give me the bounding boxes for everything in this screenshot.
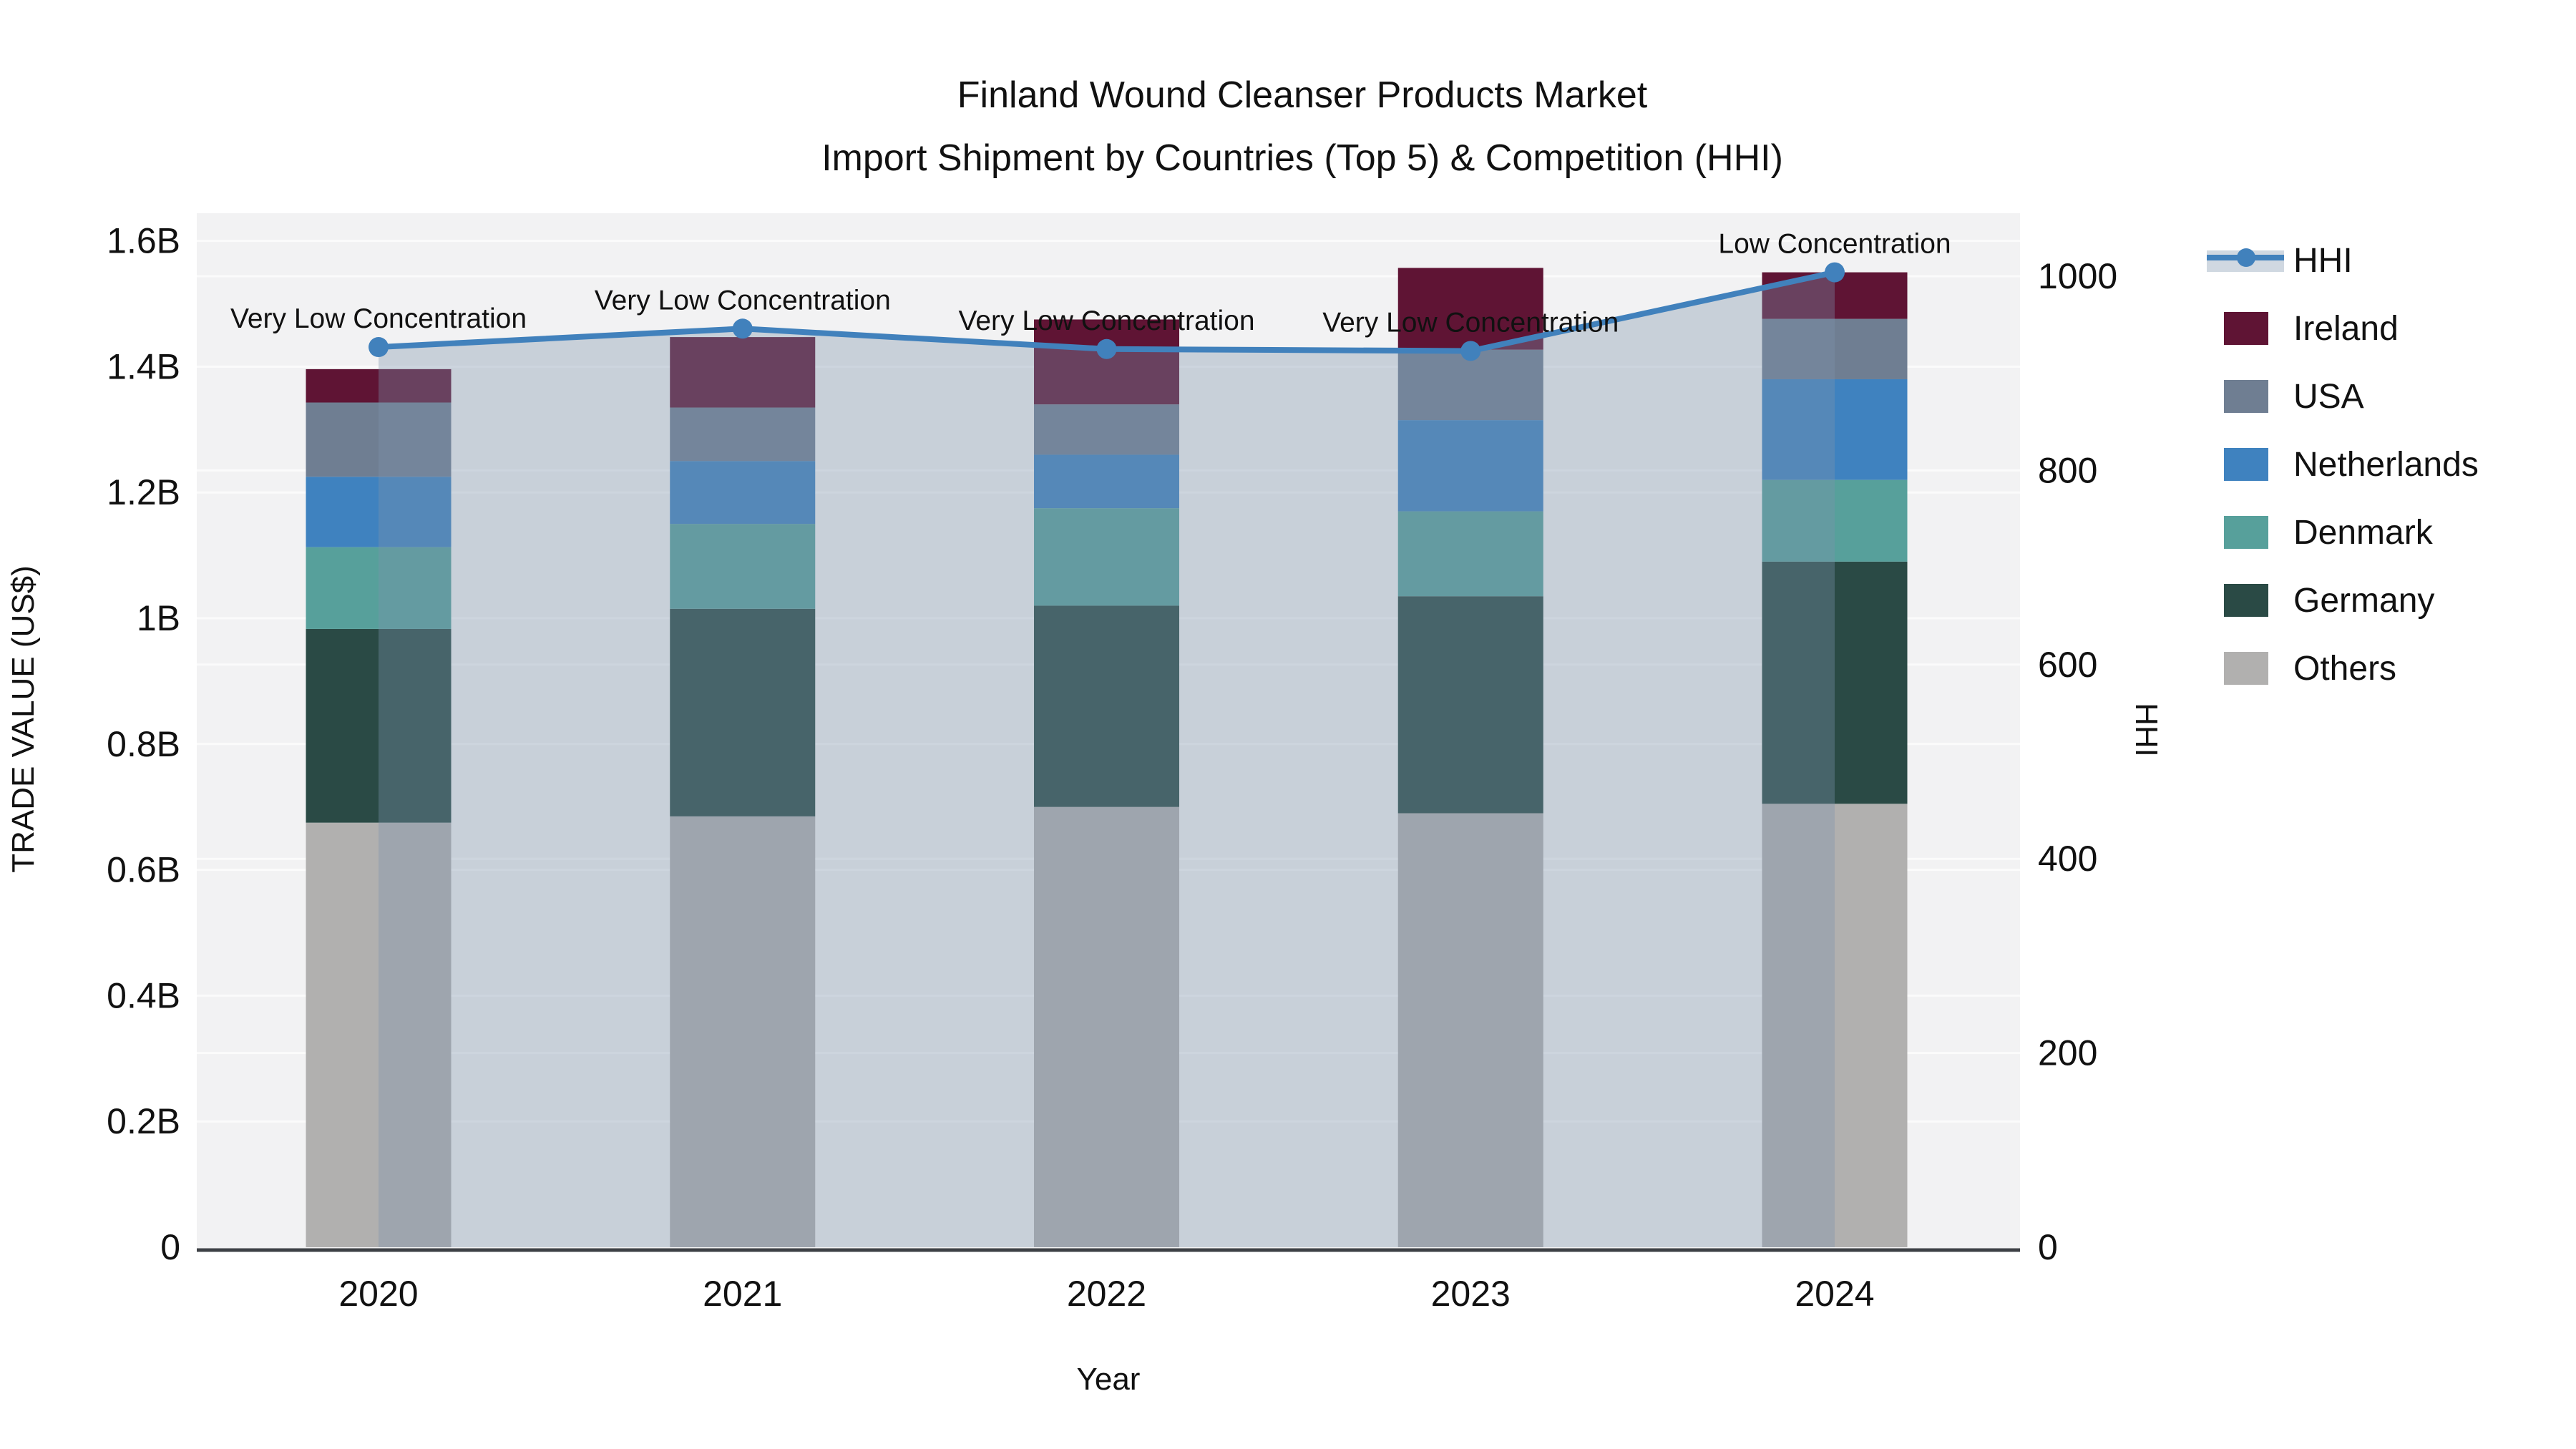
bar-2020 [306,369,452,1247]
hhi-marker-2024 [1825,262,1845,283]
bar-segment-netherlands-2022 [1034,454,1179,509]
legend-item-usa[interactable]: USA [2224,378,2364,416]
right-axis-title: HHI [2129,703,2164,757]
annotation-2022: Very Low Concentration [958,306,1254,336]
hhi-annotations: Very Low Concentration Very Low Concentra… [230,229,1951,338]
legend-label-denmark: Denmark [2293,514,2434,552]
x-tick-2022: 2022 [1067,1274,1146,1314]
bar-2022 [1034,319,1179,1247]
right-tick-800: 800 [2038,450,2097,490]
hhi-marker-2020 [369,337,389,358]
bar-segment-ireland-2023 [1397,268,1543,350]
bar-segment-germany-2024 [1762,561,1908,804]
left-tick-1.6B: 1.6B [107,221,180,261]
right-tick-600: 600 [2038,645,2097,685]
bar-segment-others-2021 [670,816,816,1247]
annotation-2023: Very Low Concentration [1322,307,1619,338]
right-tick-1000: 1000 [2038,256,2117,296]
bar-segment-ireland-2020 [306,369,452,403]
legend-item-ireland[interactable]: Ireland [2224,310,2399,348]
bar-2023 [1397,268,1543,1247]
bar-segment-germany-2022 [1034,605,1179,807]
bar-segment-usa-2020 [306,402,452,477]
hhi-marker-2022 [1096,338,1117,359]
hhi-marker-2023 [1460,341,1481,361]
bar-segment-denmark-2024 [1762,479,1908,562]
legend-item-netherlands[interactable]: Netherlands [2224,446,2479,484]
bar-segment-germany-2020 [306,628,452,823]
chart-title-line1: Finland Wound Cleanser Products Market [957,74,1648,116]
bar-segment-usa-2022 [1034,404,1179,455]
legend-label-ireland: Ireland [2293,310,2399,348]
right-axis-tick-labels: 0 200 400 600 800 1000 [2038,256,2117,1267]
chart-title-line2: Import Shipment by Countries (Top 5) & C… [821,137,1783,179]
legend-item-germany[interactable]: Germany [2224,582,2434,620]
legend-swatch-netherlands [2224,448,2268,481]
legend-label-usa: USA [2293,378,2364,416]
bar-segment-denmark-2020 [306,547,452,629]
right-tick-0: 0 [2038,1227,2058,1267]
x-axis-title: Year [1077,1362,1141,1397]
legend-swatch-usa [2224,380,2268,413]
bar-segment-others-2023 [1397,813,1543,1247]
legend-swatch-germany [2224,584,2268,617]
legend-label-germany: Germany [2293,582,2434,620]
x-tick-2024: 2024 [1795,1274,1874,1314]
bar-segment-denmark-2022 [1034,508,1179,606]
annotation-2024: Low Concentration [1718,229,1951,260]
left-tick-0: 0 [160,1227,180,1267]
left-tick-0.2B: 0.2B [107,1101,180,1141]
bar-segment-netherlands-2021 [670,461,816,525]
legend: HHI Ireland USA Netherlands Denmark Germany Ot… [2207,242,2479,688]
hhi-area-fill [379,272,1835,1247]
left-tick-1.2B: 1.2B [107,472,180,512]
bar-segment-usa-2024 [1762,318,1908,379]
bar-segment-usa-2023 [1397,349,1543,421]
x-tick-2020: 2020 [338,1274,418,1314]
legend-swatch-denmark [2224,516,2268,549]
bar-segment-germany-2021 [670,608,816,816]
left-tick-0.4B: 0.4B [107,975,180,1015]
right-tick-400: 400 [2038,839,2097,879]
x-tick-2023: 2023 [1431,1274,1511,1314]
hhi-line-layer [369,262,1845,1247]
bar-segment-others-2020 [306,822,452,1247]
legend-item-hhi[interactable]: HHI [2207,242,2353,280]
right-tick-200: 200 [2038,1033,2097,1073]
legend-label-hhi: HHI [2293,242,2353,280]
bar-segment-denmark-2021 [670,524,816,609]
left-axis-tick-labels: 0 0.2B 0.4B 0.6B 0.8B 1B 1.2B 1.4B 1.6B [107,221,180,1267]
legend-swatch-others [2224,652,2268,685]
bar-segment-ireland-2021 [670,337,816,408]
legend-swatch-ireland [2224,312,2268,345]
left-tick-1.4B: 1.4B [107,346,180,386]
stacked-bars [306,268,1908,1247]
left-axis-title: TRADE VALUE (US$) [6,565,41,873]
bar-segment-netherlands-2023 [1397,420,1543,512]
x-tick-2021: 2021 [703,1274,782,1314]
annotation-2020: Very Low Concentration [230,303,527,334]
bar-segment-ireland-2022 [1034,319,1179,405]
bar-segment-usa-2021 [670,407,816,462]
left-tick-1B: 1B [137,598,180,638]
bar-segment-others-2022 [1034,806,1179,1247]
legend-hhi-marker-sample [2237,248,2255,267]
x-axis-tick-labels: 2020 2021 2022 2023 2024 [338,1274,1874,1314]
bar-segment-denmark-2023 [1397,511,1543,597]
hhi-marker-2021 [732,318,753,339]
left-tick-0.8B: 0.8B [107,724,180,764]
annotation-2021: Very Low Concentration [595,285,891,316]
bar-segment-others-2024 [1762,804,1908,1247]
legend-label-netherlands: Netherlands [2293,446,2479,484]
legend-item-others[interactable]: Others [2224,650,2396,688]
bar-segment-germany-2023 [1397,596,1543,814]
bar-segment-netherlands-2020 [306,477,452,547]
bar-segment-netherlands-2024 [1762,379,1908,480]
legend-item-denmark[interactable]: Denmark [2224,514,2434,552]
left-tick-0.6B: 0.6B [107,850,180,890]
legend-label-others: Others [2293,650,2396,688]
bar-2021 [670,337,816,1247]
